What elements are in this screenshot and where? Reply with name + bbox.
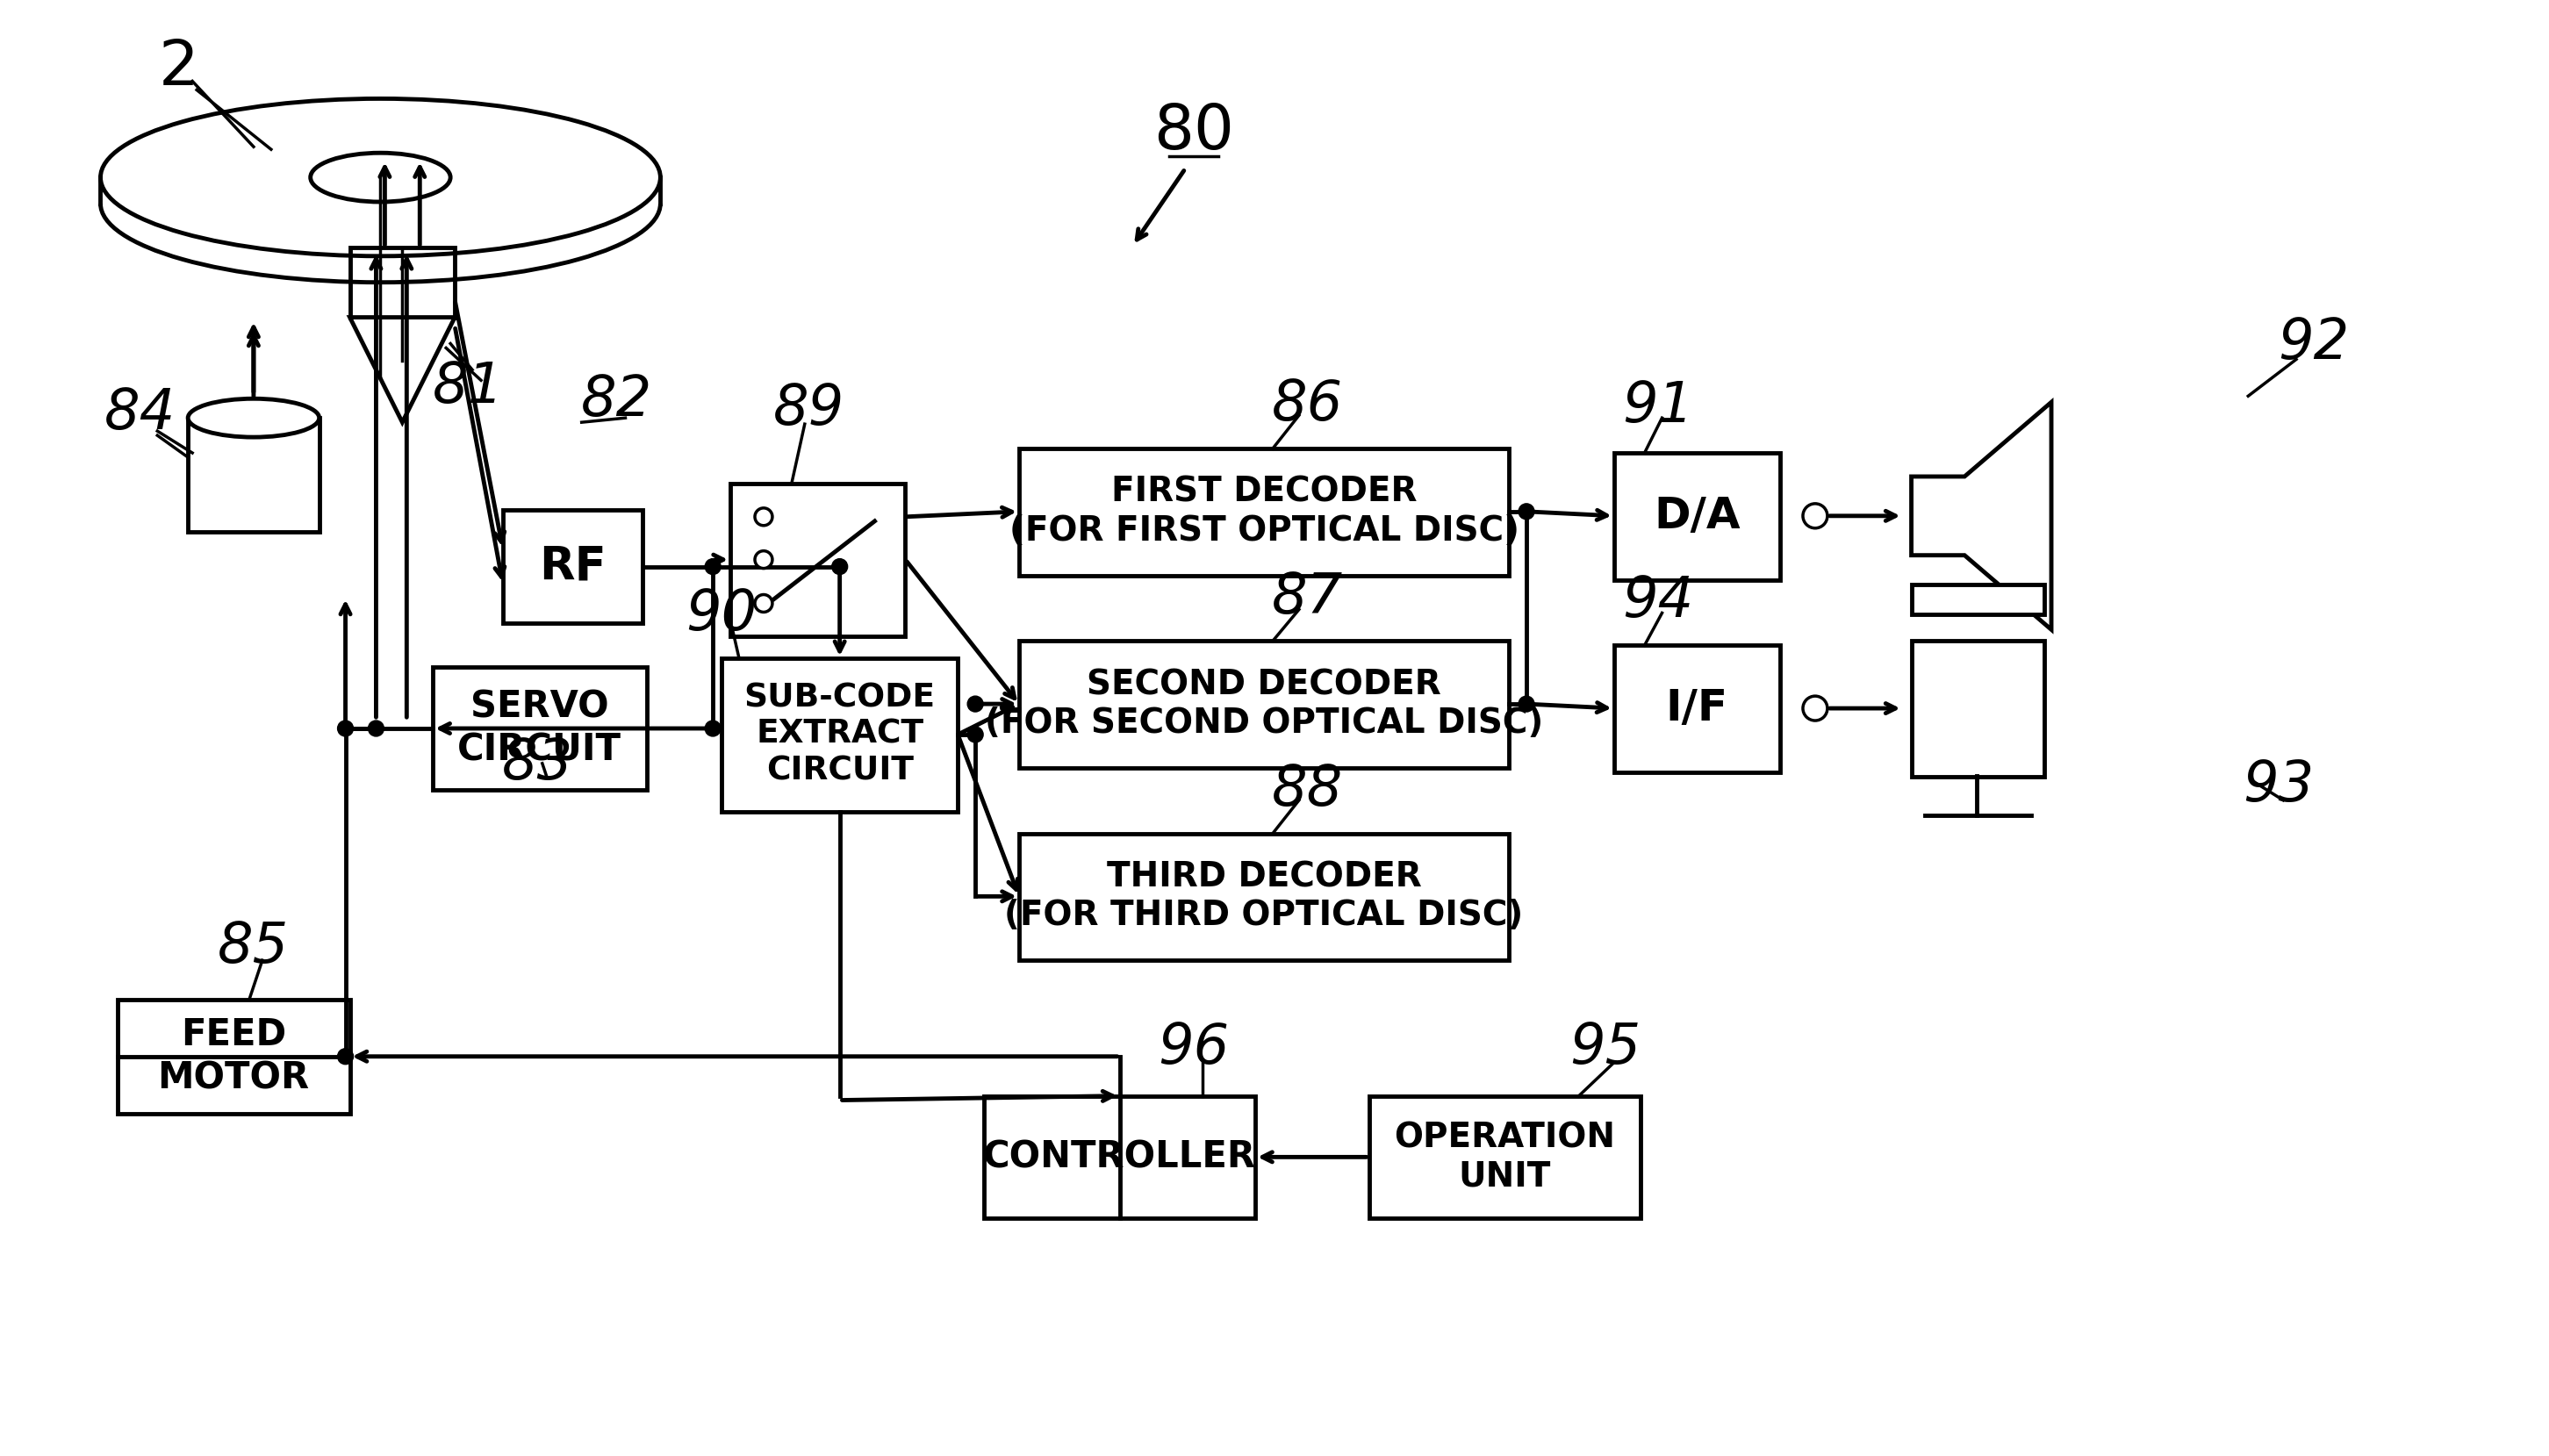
Circle shape xyxy=(336,721,354,737)
Text: 94: 94 xyxy=(1621,575,1693,629)
Circle shape xyxy=(969,696,984,712)
Bar xyxy=(1020,833,1509,961)
Polygon shape xyxy=(349,317,454,422)
Bar xyxy=(1912,584,2044,614)
Circle shape xyxy=(755,508,772,526)
Circle shape xyxy=(755,550,772,568)
Text: FEED
MOTOR: FEED MOTOR xyxy=(158,1016,308,1096)
Bar xyxy=(1912,641,2044,776)
Bar xyxy=(349,248,454,317)
Text: 84: 84 xyxy=(105,386,176,441)
Bar xyxy=(1020,641,1509,767)
Bar xyxy=(984,1096,1254,1219)
Text: CONTROLLER: CONTROLLER xyxy=(984,1139,1257,1175)
Text: 87: 87 xyxy=(1272,571,1343,625)
Circle shape xyxy=(831,559,849,575)
Text: SUB-CODE
EXTRACT
CIRCUIT: SUB-CODE EXTRACT CIRCUIT xyxy=(744,683,935,786)
Bar xyxy=(732,483,905,636)
Text: I/F: I/F xyxy=(1667,687,1728,729)
Text: THIRD DECODER
(FOR THIRD OPTICAL DISC): THIRD DECODER (FOR THIRD OPTICAL DISC) xyxy=(1004,860,1524,932)
Text: 85: 85 xyxy=(217,920,288,974)
Text: 88: 88 xyxy=(1272,763,1343,817)
Bar xyxy=(502,510,642,623)
Text: 83: 83 xyxy=(502,737,574,791)
Bar xyxy=(189,418,319,531)
Bar xyxy=(433,667,647,789)
Circle shape xyxy=(1802,696,1828,721)
Bar xyxy=(1369,1096,1639,1219)
Text: 96: 96 xyxy=(1157,1021,1229,1075)
Bar xyxy=(1614,453,1779,579)
Text: RF: RF xyxy=(540,543,607,590)
Text: 82: 82 xyxy=(581,373,653,428)
Text: 81: 81 xyxy=(433,360,505,415)
Text: 90: 90 xyxy=(686,588,757,642)
Circle shape xyxy=(1519,696,1534,712)
Bar xyxy=(721,658,958,811)
Circle shape xyxy=(1519,504,1534,520)
Text: 92: 92 xyxy=(2279,316,2350,371)
Bar xyxy=(1020,448,1509,575)
Text: 93: 93 xyxy=(2243,759,2314,812)
Bar xyxy=(1614,645,1779,772)
Text: 2: 2 xyxy=(158,38,199,99)
Text: 91: 91 xyxy=(1621,380,1693,434)
Text: FIRST DECODER
(FOR FIRST OPTICAL DISC): FIRST DECODER (FOR FIRST OPTICAL DISC) xyxy=(1009,476,1519,547)
Circle shape xyxy=(706,559,721,575)
Bar xyxy=(117,1000,349,1114)
Text: 89: 89 xyxy=(772,381,844,437)
Text: SECOND DECODER
(FOR SECOND OPTICAL DISC): SECOND DECODER (FOR SECOND OPTICAL DISC) xyxy=(984,668,1542,740)
Text: 95: 95 xyxy=(1570,1021,1642,1075)
Circle shape xyxy=(367,721,385,737)
Circle shape xyxy=(336,1048,354,1064)
Polygon shape xyxy=(1912,402,2052,629)
Circle shape xyxy=(706,721,721,737)
Text: SERVO
CIRCUIT: SERVO CIRCUIT xyxy=(459,689,622,769)
Circle shape xyxy=(1802,504,1828,529)
Circle shape xyxy=(969,727,984,743)
Text: D/A: D/A xyxy=(1654,495,1741,537)
Ellipse shape xyxy=(189,399,319,437)
Text: OPERATION
UNIT: OPERATION UNIT xyxy=(1394,1121,1616,1192)
Text: 86: 86 xyxy=(1272,377,1343,432)
Text: 80: 80 xyxy=(1155,102,1234,162)
Circle shape xyxy=(755,594,772,612)
